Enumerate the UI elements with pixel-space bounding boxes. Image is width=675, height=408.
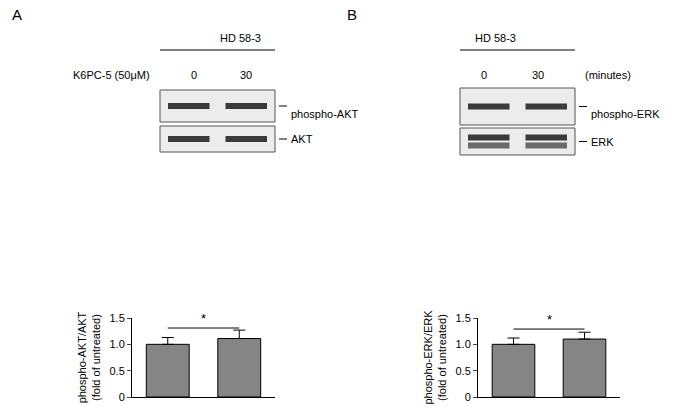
svg-text:0: 0 xyxy=(119,391,125,403)
svg-text:0: 0 xyxy=(465,391,471,403)
svg-text:1.0: 1.0 xyxy=(110,338,125,350)
svg-text:B: B xyxy=(347,6,357,23)
svg-text:1.5: 1.5 xyxy=(110,312,125,324)
svg-text:30: 30 xyxy=(240,69,252,81)
svg-text:HD 58-3: HD 58-3 xyxy=(475,32,516,44)
svg-text:30: 30 xyxy=(532,69,544,81)
svg-text:(minutes): (minutes) xyxy=(585,69,631,81)
svg-text:1.5: 1.5 xyxy=(456,312,471,324)
svg-text:AKT: AKT xyxy=(291,133,313,145)
svg-text:0: 0 xyxy=(481,69,487,81)
svg-text:1.0: 1.0 xyxy=(456,338,471,350)
svg-text:A: A xyxy=(12,6,22,23)
svg-text:K6PC-5 (50μM): K6PC-5 (50μM) xyxy=(73,69,150,81)
svg-text:*: * xyxy=(201,311,206,326)
svg-text:phospho-AKT/AKT(fold of untrea: phospho-AKT/AKT(fold of untreated) xyxy=(76,311,102,403)
svg-text:0.5: 0.5 xyxy=(456,365,471,377)
svg-text:HD 58-3: HD 58-3 xyxy=(220,32,261,44)
svg-text:phospho-ERK/ERK(fold of untrea: phospho-ERK/ERK(fold of untreated) xyxy=(422,310,448,405)
svg-text:0: 0 xyxy=(191,69,197,81)
svg-text:ERK: ERK xyxy=(591,136,614,148)
svg-text:phospho-ERK: phospho-ERK xyxy=(591,108,660,120)
svg-text:phospho-AKT: phospho-AKT xyxy=(291,108,359,120)
svg-text:*: * xyxy=(547,312,552,327)
svg-text:0.5: 0.5 xyxy=(110,365,125,377)
